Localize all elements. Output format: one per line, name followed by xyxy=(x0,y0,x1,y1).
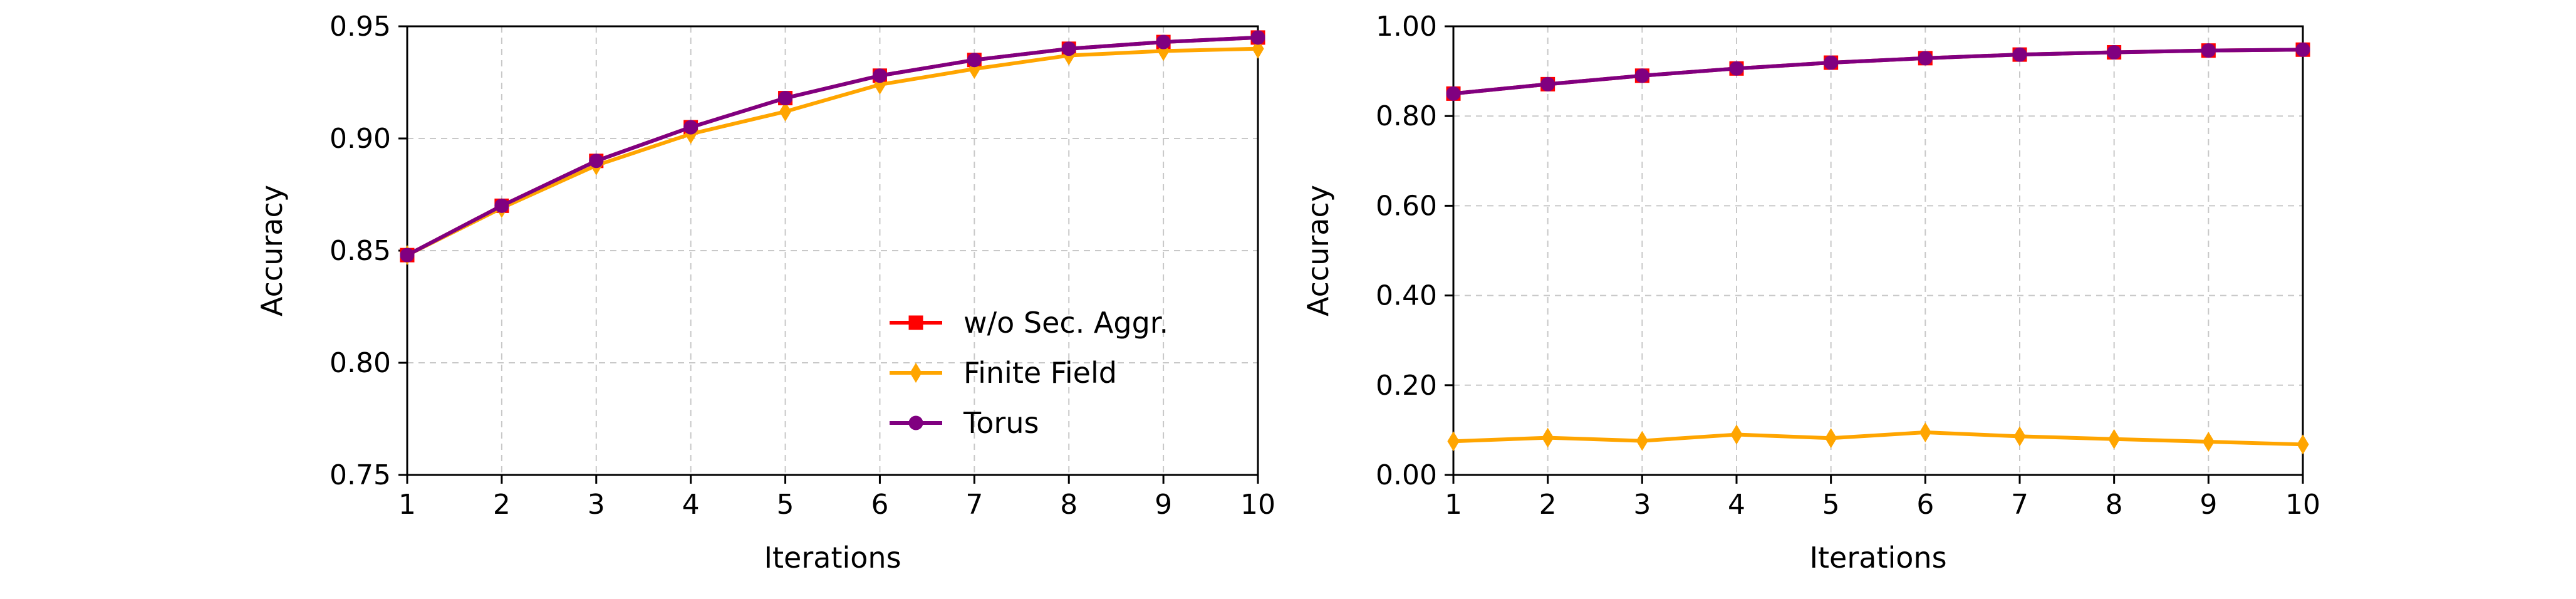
series-line xyxy=(406,35,1259,257)
series-1 xyxy=(400,30,1265,263)
x-tick-label: 4 xyxy=(682,489,700,521)
y-tick-label: 0.80 xyxy=(1376,100,1437,132)
x-tick-label: 3 xyxy=(1633,489,1651,521)
chart-panel-1: 1 2 3 4 5 6 7 8 9 10 0.75 0.80 0.85 0.90 0.95 Iteration… xyxy=(255,11,1275,575)
data-point xyxy=(2202,432,2215,452)
y-tick-label: 1.00 xyxy=(1376,11,1437,43)
data-point xyxy=(1730,424,1743,445)
x-tick-label: 3 xyxy=(588,489,605,521)
y-tick-label: 0.40 xyxy=(1376,280,1437,312)
series-3 xyxy=(1446,42,2310,101)
data-point xyxy=(1918,51,1933,66)
legend-item-1: w/o Sec. Aggr. xyxy=(890,306,1168,340)
x-tick-label: 5 xyxy=(777,489,794,521)
data-point xyxy=(2201,43,2216,58)
x-tick-label: 6 xyxy=(1916,489,1934,521)
data-point xyxy=(967,53,982,68)
data-point xyxy=(1634,68,1649,83)
data-point xyxy=(1447,431,1460,452)
x-tick-label: 8 xyxy=(2106,489,2123,521)
x-axis-label: Iterations xyxy=(764,541,901,575)
data-point xyxy=(1250,30,1265,45)
legend-item-3: Torus xyxy=(890,406,1039,440)
series-line xyxy=(406,46,1259,257)
y-tick-label: 0.00 xyxy=(1376,459,1437,491)
x-axis-label: Iterations xyxy=(1809,541,1946,575)
data-point xyxy=(1729,61,1744,76)
legend-marker xyxy=(910,363,922,383)
grid xyxy=(407,26,1258,475)
series-line xyxy=(406,35,1259,257)
data-point xyxy=(1540,76,1555,91)
legend-label: Torus xyxy=(963,406,1039,440)
chart-panel-2: 1 2 3 4 5 6 7 8 9 10 0.00 0.20 0.40 0.60 0.80 1.00 Itera… xyxy=(1301,11,2320,575)
legend-marker xyxy=(908,415,923,430)
y-tick-label: 0.20 xyxy=(1376,370,1437,402)
series-2 xyxy=(1447,422,2309,455)
series-3 xyxy=(400,30,1265,263)
y-axis-label: Accuracy xyxy=(255,185,289,316)
data-point xyxy=(1825,428,1837,449)
data-point xyxy=(1061,41,1076,56)
data-point xyxy=(494,198,509,213)
legend-marker xyxy=(908,315,923,330)
data-point xyxy=(1446,86,1461,101)
y-tick-label: 0.90 xyxy=(330,123,391,155)
x-tick-label: 7 xyxy=(2011,489,2028,521)
y-tick-label: 0.95 xyxy=(330,11,391,43)
data-point xyxy=(1824,55,1839,70)
y-tick-label: 0.80 xyxy=(330,347,391,379)
series-2 xyxy=(401,38,1264,266)
x-tick-label: 2 xyxy=(493,489,511,521)
y-tick-label: 0.85 xyxy=(330,235,391,267)
y-axis-label: Accuracy xyxy=(1301,185,1335,316)
data-point xyxy=(872,68,887,83)
data-point xyxy=(2013,426,2026,447)
grid xyxy=(1453,26,2303,475)
series-line xyxy=(1453,48,2303,96)
data-point xyxy=(779,102,792,122)
x-tick-label: 10 xyxy=(2285,489,2320,521)
data-point xyxy=(2012,47,2027,62)
data-point xyxy=(1919,422,1931,442)
data-point xyxy=(683,120,699,135)
data-point xyxy=(2108,429,2121,449)
y-tick-label: 0.60 xyxy=(1376,190,1437,222)
data-point xyxy=(2107,45,2122,60)
legend-label: Finite Field xyxy=(963,356,1117,390)
y-tick-label: 0.75 xyxy=(330,459,391,491)
x-tick-label: 6 xyxy=(871,489,888,521)
data-point xyxy=(589,154,604,169)
x-tick-label: 9 xyxy=(1155,489,1172,521)
series-line xyxy=(1453,48,2303,96)
x-tick-label: 5 xyxy=(1822,489,1840,521)
legend-item-2: Finite Field xyxy=(890,356,1117,390)
x-tick-label: 1 xyxy=(398,489,416,521)
x-tick-label: 4 xyxy=(1728,489,1745,521)
x-tick-label: 2 xyxy=(1539,489,1557,521)
data-point xyxy=(1636,430,1648,451)
series-line xyxy=(1453,430,2303,447)
legend: w/o Sec. Aggr. Finite Field Torus xyxy=(890,306,1168,440)
data-point xyxy=(1156,34,1171,49)
x-tick-label: 9 xyxy=(2199,489,2217,521)
x-tick-label: 10 xyxy=(1240,489,1275,521)
x-tick-label: 7 xyxy=(965,489,983,521)
legend-label: w/o Sec. Aggr. xyxy=(963,306,1168,340)
data-point xyxy=(2295,42,2310,57)
plot-frame xyxy=(1452,25,2304,476)
data-point xyxy=(1542,427,1554,448)
x-tick-label: 8 xyxy=(1060,489,1078,521)
x-tick-label: 1 xyxy=(1445,489,1462,521)
data-point xyxy=(400,247,415,263)
data-point xyxy=(2297,434,2309,455)
data-point xyxy=(778,91,793,106)
